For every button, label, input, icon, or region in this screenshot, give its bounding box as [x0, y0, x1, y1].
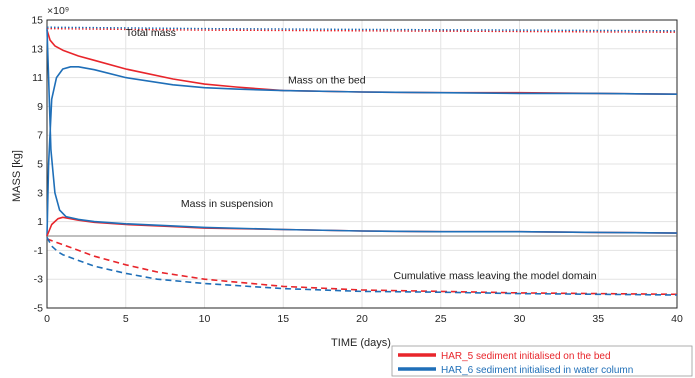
y-tick-label: 13: [31, 43, 43, 55]
annotation-label: Mass on the bed: [288, 74, 366, 86]
x-tick-label: 25: [435, 313, 447, 325]
x-tick-label: 35: [592, 313, 604, 325]
y-axis-label: MASS [kg]: [11, 150, 23, 202]
plot-frame: [46, 19, 678, 309]
y-tick-label: 7: [37, 130, 43, 142]
legend-label-har6: HAR_6 sediment initialised in water colu…: [441, 365, 633, 376]
x-tick-label: 20: [356, 313, 368, 325]
y-tick-label: 5: [37, 159, 43, 171]
x-tick-label: 30: [514, 313, 526, 325]
y-tick-label: -1: [34, 245, 43, 257]
y-tick-label: 1: [37, 216, 43, 228]
series-line: [46, 28, 678, 234]
x-tick-label: 40: [671, 313, 683, 325]
y-tick-label: -3: [34, 274, 43, 286]
y-tick-label: 3: [37, 187, 43, 199]
y-tick-label: 11: [32, 72, 43, 84]
annotations: Total mass Mass on the bed Mass in suspens…: [126, 27, 597, 282]
x-tick-label: 15: [277, 313, 289, 325]
series-line: [46, 66, 678, 237]
series-line: [46, 237, 678, 296]
y-axis-multiplier: ×10⁹: [47, 5, 69, 17]
annotation-label: Mass in suspension: [181, 198, 273, 210]
x-tick-label: 5: [123, 313, 129, 325]
legend-label-har5: HAR_5 sediment initialised on the bed: [441, 351, 611, 362]
legend-box: [391, 345, 693, 377]
x-tick-label: 0: [44, 313, 50, 325]
y-tick-label: 15: [31, 15, 43, 27]
y-tick-label: 9: [37, 101, 43, 113]
y-tick-label: -5: [34, 303, 43, 315]
x-axis-label: TIME (days): [331, 337, 391, 349]
legend: HAR_5 sediment initialised on the bed HA…: [391, 345, 693, 377]
annotation-label: Total mass: [126, 27, 176, 39]
x-tick-label: 10: [199, 313, 211, 325]
annotation-label: Cumulative mass leaving the model domain: [394, 270, 597, 282]
x-tick-labels: 0 5 10 15 20 25 30 35 40: [44, 313, 683, 325]
grid: [46, 19, 678, 309]
series-layer: [46, 26, 678, 296]
